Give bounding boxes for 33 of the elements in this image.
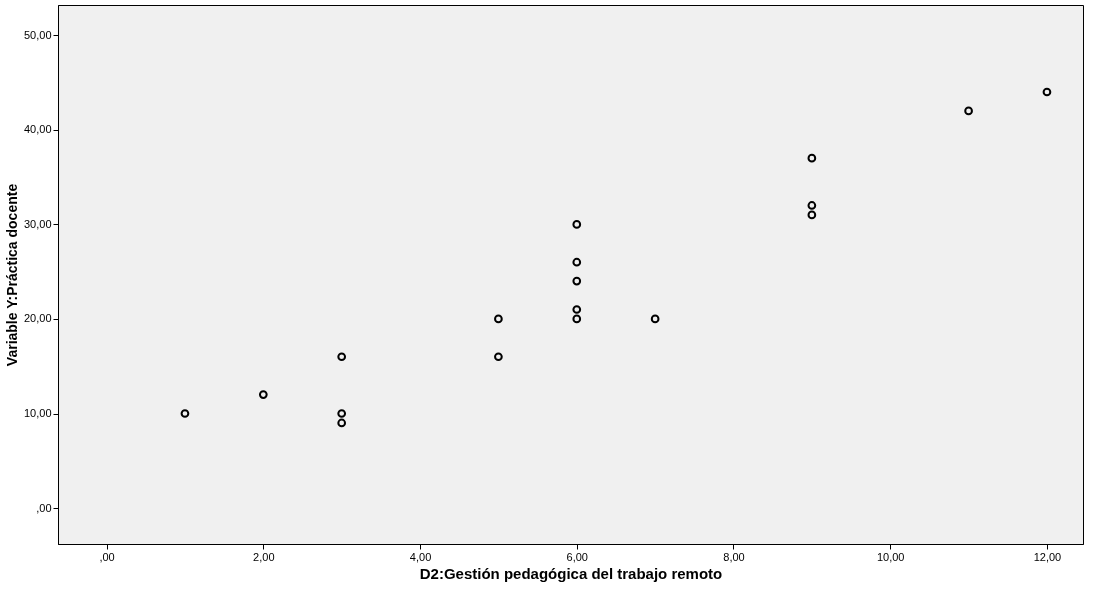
point	[337, 418, 347, 428]
y-tick-label: 30,00	[23, 217, 52, 230]
point	[337, 409, 347, 418]
point	[807, 153, 817, 163]
point	[337, 352, 347, 362]
point	[572, 257, 582, 267]
x-tick-label: 12,00	[1033, 550, 1062, 563]
point	[1042, 87, 1052, 97]
point	[807, 210, 817, 220]
point	[494, 352, 503, 362]
point	[572, 220, 582, 229]
y-tick-label: 10,00	[23, 407, 52, 420]
point	[180, 409, 190, 418]
x-tick-label: 6,00	[566, 550, 588, 563]
point	[572, 314, 582, 324]
x-axis-title: D2:Gestión pedagógica del trabajo remoto	[419, 564, 723, 582]
point	[572, 276, 582, 286]
x-tick-label: 4,00	[409, 550, 432, 563]
point	[964, 106, 973, 116]
x-tick-label: ,00	[99, 550, 115, 563]
y-axis-title: Variable Y:Práctica docente	[3, 183, 20, 367]
x-tick-label: 2,00	[253, 550, 275, 563]
point	[650, 314, 660, 324]
point	[494, 314, 503, 324]
y-tick-label: 50,00	[23, 28, 52, 41]
y-tick-label: 40,00	[23, 123, 52, 136]
point	[807, 201, 817, 210]
x-tick-label: 8,00	[723, 550, 745, 563]
x-tick-label: 10,00	[876, 550, 905, 563]
y-tick-label: 20,00	[23, 312, 52, 325]
y-tick-label: ,00	[36, 501, 52, 514]
point	[572, 305, 582, 314]
point	[258, 390, 268, 399]
